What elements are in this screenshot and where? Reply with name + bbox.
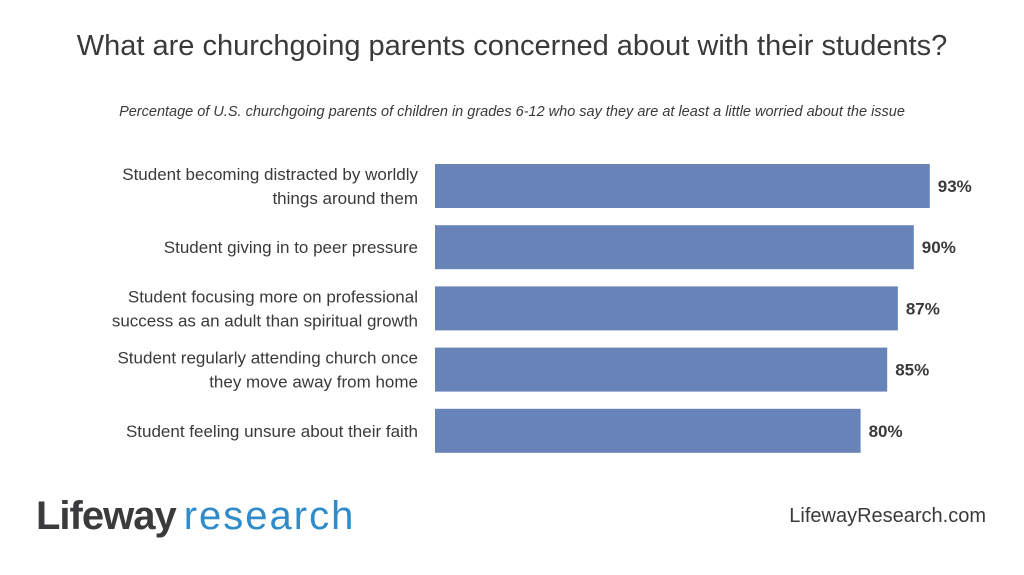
logo-research: research — [183, 494, 356, 538]
data-label: 80% — [869, 422, 903, 441]
category-label: Student giving in to peer pressure — [164, 238, 418, 257]
category-label: success as an adult than spiritual growt… — [112, 311, 418, 330]
bar — [435, 408, 861, 453]
category-label: Student regularly attending church once — [117, 349, 418, 368]
category-label: things around them — [272, 189, 418, 208]
chart-title: What are churchgoing parents concerned a… — [76, 30, 948, 62]
data-label: 93% — [938, 177, 972, 196]
logo-lifeway: Lifeway — [36, 494, 177, 538]
data-label: 90% — [922, 238, 956, 257]
bar — [435, 225, 914, 270]
data-label: 87% — [906, 299, 940, 318]
data-label: 85% — [895, 361, 929, 380]
bar — [435, 286, 898, 331]
category-label: Student becoming distracted by worldly — [122, 165, 418, 184]
lifeway-research-logo: Lifeway research — [36, 492, 355, 540]
category-label: they move away from home — [209, 373, 418, 392]
chart-subtitle: Percentage of U.S. churchgoing parents o… — [119, 104, 905, 120]
bar — [435, 164, 930, 208]
website-url: LifewayResearch.com — [789, 505, 986, 527]
bar — [435, 347, 888, 392]
category-label: Student focusing more on professional — [128, 287, 418, 306]
category-label: Student feeling unsure about their faith — [126, 422, 418, 441]
